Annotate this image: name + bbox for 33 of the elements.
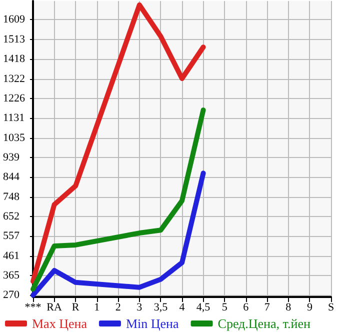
x-tick-label: 1 <box>94 302 100 314</box>
x-tick-label: 7 <box>264 302 270 314</box>
y-tick-label: 939 <box>3 152 20 164</box>
x-tick-label: 3,5 <box>154 302 168 314</box>
y-tick-label: 365 <box>3 270 20 282</box>
x-tick-label: 9 <box>306 302 313 314</box>
y-tick-label: 652 <box>3 210 20 223</box>
y-tick-label: 557 <box>3 230 20 242</box>
y-tick-label: 748 <box>3 190 20 203</box>
x-tick-label: 3 <box>136 302 143 314</box>
y-tick-label: 1131 <box>3 112 25 124</box>
y-tick-label: 1226 <box>3 92 26 104</box>
x-tick-label: 2 <box>115 302 121 314</box>
legend-label: Min Цена <box>126 316 179 331</box>
y-tick-label: 1609 <box>3 14 26 26</box>
y-tick-label: 1418 <box>3 53 26 66</box>
y-tick-label: 844 <box>3 171 20 184</box>
y-tick-label: 461 <box>3 250 20 262</box>
x-tick-label: S <box>328 302 334 314</box>
y-tick-label: 1513 <box>3 33 26 46</box>
y-tick-label: 1322 <box>3 72 25 85</box>
x-tick-label: R <box>72 302 80 314</box>
x-tick-label: 4 <box>179 302 186 314</box>
x-tick-label: RA <box>46 302 62 314</box>
x-tick-label: *** <box>24 302 42 314</box>
x-tick-label: 4,5 <box>196 302 211 314</box>
legend-label: Сред.Цена, т.йен <box>218 316 310 331</box>
legend-label: Max Цена <box>32 316 88 331</box>
y-tick-label: 270 <box>3 289 20 302</box>
x-tick-label: 6 <box>243 302 250 314</box>
x-tick-label: 8 <box>286 302 292 314</box>
x-tick-label: 5 <box>222 302 228 314</box>
y-tick-label: 1035 <box>3 132 26 144</box>
